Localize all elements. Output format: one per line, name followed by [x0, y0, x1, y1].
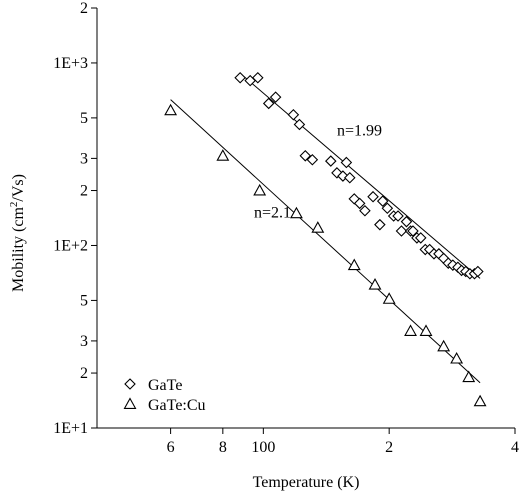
y-axis-label: Mobility (cm2/Vs) [8, 174, 27, 292]
diamond-point [376, 195, 389, 207]
y-tick-label: 2 [80, 183, 88, 200]
x-tick-label: 2 [385, 439, 393, 456]
diamond-point [306, 153, 319, 166]
legend-label: GaTe:Cu [148, 397, 206, 414]
legend-label: GaTe [148, 377, 182, 394]
fit-line [243, 76, 481, 279]
legend-marker [124, 378, 136, 390]
y-tick-label: 3 [80, 150, 88, 167]
y-tick-label: 2 [80, 0, 88, 17]
diamond-point [472, 265, 484, 278]
axes: 1E+1 2 3 5 1E+2 2 3 5 1E+3 2 6 8 100 2 4 [53, 0, 519, 456]
x-tick-label: 100 [251, 439, 275, 456]
diamond-point [392, 210, 404, 222]
diamond-point [234, 71, 246, 84]
diamond-point [299, 150, 312, 162]
triangle-point [404, 324, 417, 336]
triangle-point [462, 370, 476, 383]
triangle-point [450, 351, 464, 364]
triangle-point [382, 292, 396, 304]
legend-marker [123, 397, 137, 409]
y-tick-label: 2 [80, 365, 88, 382]
x-tick-label: 6 [167, 439, 175, 456]
y-tick-label: 1E+1 [53, 420, 88, 437]
diamond-point [359, 204, 371, 217]
diamond-point [353, 197, 366, 210]
diamond-point [407, 225, 419, 237]
diamond-point [395, 225, 408, 237]
triangle-point [347, 258, 361, 271]
diamond-point [340, 156, 353, 169]
x-tick-label: 8 [219, 439, 227, 456]
diamond-point [287, 109, 300, 121]
legend: GaTe GaTe:Cu [123, 377, 206, 414]
y-axis-label-main: Mobility (cm [10, 207, 27, 292]
x-tick-label: 4 [511, 439, 519, 456]
y-axis-label-sup: 2 [8, 202, 20, 208]
triangle-point [368, 278, 382, 290]
y-tick-label: 5 [80, 110, 88, 127]
diamond-point [262, 97, 275, 110]
triangle-point [437, 339, 451, 352]
fit-line-label: n=1.99 [337, 123, 382, 140]
diamond-point [344, 171, 356, 184]
triangle-point [253, 183, 267, 196]
diamond-point [414, 232, 427, 244]
triangle-point [164, 103, 178, 116]
diamond-point [325, 155, 337, 167]
fit-line [170, 99, 481, 384]
diamond-point [367, 190, 379, 203]
diamond-point [381, 202, 394, 214]
diamond-point [293, 118, 306, 131]
diamond-point [269, 91, 282, 103]
y-tick-label: 3 [80, 333, 88, 350]
diamond-point [374, 218, 386, 231]
triangle-point [311, 221, 325, 233]
x-axis-label: Temperature (K) [253, 474, 360, 491]
diamond-point [252, 71, 264, 84]
y-tick-label: 5 [80, 292, 88, 309]
triangle-point [216, 149, 230, 161]
data-points [164, 71, 487, 407]
y-axis-label-tail: /Vs) [10, 174, 27, 202]
y-tick-label: 1E+3 [53, 55, 88, 72]
diamond-point [400, 215, 413, 228]
y-tick-label: 1E+2 [53, 237, 88, 254]
triangle-point [473, 394, 487, 407]
fit-lines: n=1.99 n=2.1 [170, 76, 481, 384]
triangle-point [290, 206, 303, 219]
fit-line-label: n=2.1 [254, 205, 291, 222]
triangle-point [419, 324, 433, 336]
